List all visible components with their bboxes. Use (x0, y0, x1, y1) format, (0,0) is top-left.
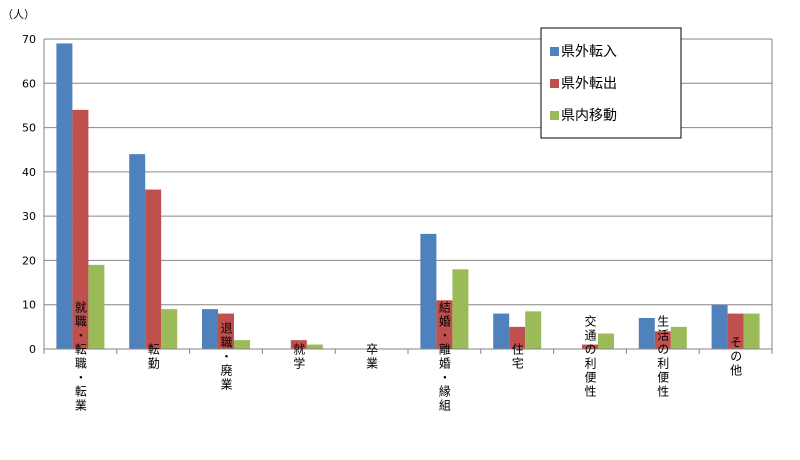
legend-swatch (550, 47, 559, 56)
bar-1-2 (129, 154, 146, 349)
y-tick-label: 0 (29, 343, 36, 356)
bar-2-4 (290, 340, 307, 349)
legend-label: 県外転出 (561, 76, 617, 92)
axes (43, 38, 773, 354)
bar-2-1 (72, 109, 89, 349)
bar-3-4 (306, 344, 323, 349)
y-tick-label: 10 (22, 299, 36, 312)
bar-3-3 (234, 340, 250, 349)
bar-1-3 (202, 309, 218, 349)
bar-3-2 (161, 309, 178, 349)
bar-1-9 (638, 318, 655, 349)
category-label: 住宅 (510, 343, 524, 371)
bar-1-7 (493, 313, 510, 349)
bar-1-10 (711, 304, 728, 349)
category-label: 就職・転職・転業 (73, 301, 87, 413)
bar-3-9 (670, 326, 687, 349)
category-labels: 就職・転職・転業 転勤 退職・廃業 就学 卒業 結婚・離婚・縁組 住宅 交通の利便性 生活の利便… (73, 301, 742, 413)
legend-swatch (550, 111, 559, 120)
bars (56, 43, 760, 350)
y-tick-label: 60 (22, 77, 36, 90)
y-tick-label: 70 (22, 33, 36, 46)
bar-2-9 (654, 331, 671, 349)
legend-label: 県外転入 (561, 44, 617, 60)
legend-box (540, 27, 682, 139)
bar-2-3 (218, 313, 234, 349)
bar-1-6 (420, 233, 437, 349)
y-tick-label: 30 (22, 210, 36, 223)
category-label: 生活の利便性 (656, 315, 670, 399)
bar-3-8 (598, 333, 614, 349)
bar-3-1 (88, 264, 105, 349)
bar-2-6 (436, 300, 453, 349)
legend-swatch (550, 79, 559, 88)
bar-2-10 (727, 313, 744, 349)
y-axis-unit: （人） (2, 8, 35, 21)
bar-2-7 (509, 326, 526, 349)
y-tick-label: 50 (22, 122, 36, 135)
y-tick-labels: 0 10 20 30 40 50 60 70 (22, 33, 36, 356)
category-label: 結婚・離婚・縁組 (437, 301, 451, 413)
category-label: 就学 (292, 343, 306, 371)
y-tick-label: 40 (22, 166, 36, 179)
category-label: 交通の利便性 (583, 314, 597, 399)
bar-2-2 (145, 189, 162, 349)
bar-1-1 (56, 43, 73, 350)
category-label: 卒業 (365, 343, 379, 371)
y-tick-label: 20 (22, 254, 36, 267)
bar-3-7 (525, 311, 542, 349)
category-label: 転勤 (146, 343, 160, 371)
legend-label: 県内移動 (561, 108, 617, 124)
category-label: 退職・廃業 (219, 322, 233, 392)
bar-2-8 (582, 344, 598, 349)
bar-3-10 (743, 313, 760, 349)
category-label: その他 (729, 336, 743, 378)
bar-3-6 (452, 269, 469, 349)
